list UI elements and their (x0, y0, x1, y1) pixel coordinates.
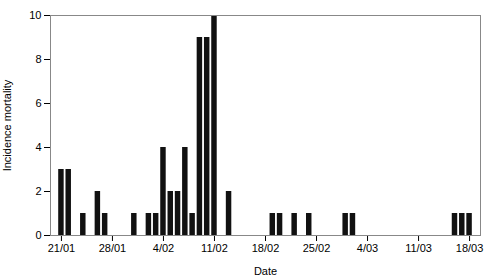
svg-text:21/01: 21/01 (48, 242, 76, 254)
svg-text:10: 10 (29, 9, 41, 21)
svg-text:18/02: 18/02 (252, 242, 280, 254)
svg-text:25/02: 25/02 (303, 242, 331, 254)
svg-text:11/03: 11/03 (405, 242, 432, 254)
svg-text:Date: Date (254, 265, 277, 277)
svg-text:6: 6 (35, 97, 41, 109)
svg-text:18/03: 18/03 (456, 242, 484, 254)
svg-text:28/01: 28/01 (99, 242, 127, 254)
svg-text:0: 0 (35, 229, 41, 241)
svg-text:2: 2 (35, 185, 41, 197)
svg-text:4: 4 (35, 141, 41, 153)
svg-text:4/03: 4/03 (357, 242, 378, 254)
svg-text:8: 8 (35, 53, 41, 65)
svg-text:4/02: 4/02 (153, 242, 174, 254)
svg-text:Incidence mortality: Incidence mortality (1, 79, 13, 171)
svg-text:11/02: 11/02 (201, 242, 228, 254)
